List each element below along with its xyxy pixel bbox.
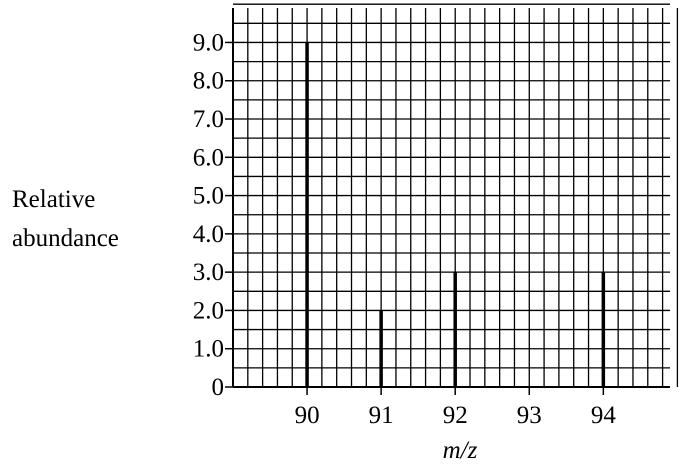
y-tick-label: 6.0 — [193, 144, 224, 171]
y-tick-label: 0 — [212, 374, 225, 401]
y-axis-title-line-1: Relative — [12, 186, 95, 213]
x-tick-labels: 90 91 92 93 94 — [295, 402, 617, 429]
y-tick-label: 5.0 — [193, 183, 224, 210]
y-tick-label: 2.0 — [193, 297, 224, 324]
x-tick-label: 92 — [443, 402, 468, 429]
y-axis-title-line-2: abundance — [12, 225, 119, 252]
y-tick-label: 9.0 — [193, 29, 224, 56]
y-tick-label: 4.0 — [193, 221, 224, 248]
x-tick-label: 94 — [591, 402, 617, 429]
x-axis-title: m/z — [443, 437, 478, 464]
y-tick-labels: 0 1.0 2.0 3.0 4.0 5.0 6.0 7.0 8.0 9.0 — [193, 29, 224, 401]
x-tick-label: 93 — [517, 402, 542, 429]
y-tick-label: 7.0 — [193, 106, 224, 133]
y-tick-label: 8.0 — [193, 68, 224, 95]
y-tick-label: 1.0 — [193, 336, 224, 363]
bars — [305, 42, 606, 387]
x-tick-label: 90 — [295, 402, 320, 429]
y-tick-label: 3.0 — [193, 259, 224, 286]
ticks — [225, 41, 605, 395]
x-tick-label: 91 — [369, 402, 394, 429]
